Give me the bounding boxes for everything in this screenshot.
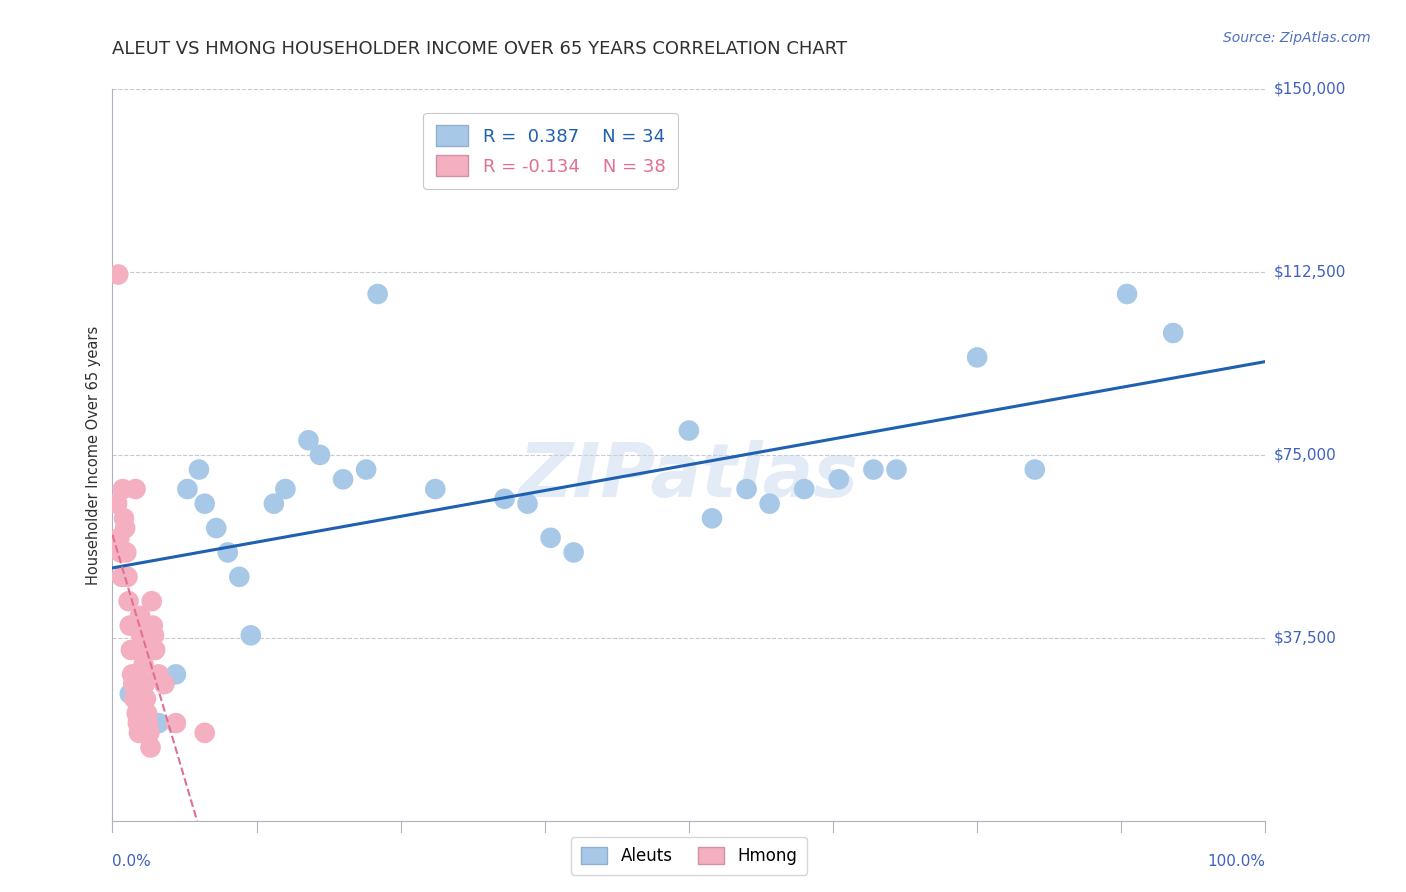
Point: [125, 706, 148, 721]
Point: [332, 472, 354, 486]
Point: [148, 716, 170, 731]
Point: [966, 351, 988, 365]
Point: [114, 521, 136, 535]
Point: [1024, 462, 1046, 476]
Point: [367, 287, 389, 301]
Point: [516, 497, 538, 511]
Point: [425, 482, 447, 496]
Point: [124, 691, 146, 706]
Point: [862, 462, 884, 476]
Point: [127, 716, 149, 731]
Point: [132, 657, 155, 672]
Point: [1161, 326, 1184, 340]
Point: [239, 628, 262, 642]
Point: [115, 545, 138, 559]
Text: $75,000: $75,000: [1274, 448, 1337, 462]
Point: [274, 482, 297, 496]
Point: [735, 482, 758, 496]
Point: [112, 511, 135, 525]
Text: $37,500: $37,500: [1274, 631, 1337, 645]
Point: [194, 497, 217, 511]
Point: [117, 594, 139, 608]
Text: $150,000: $150,000: [1274, 82, 1346, 96]
Point: [136, 716, 159, 731]
Point: [129, 628, 153, 642]
Point: [148, 667, 170, 681]
Point: [117, 570, 139, 584]
Point: [143, 643, 166, 657]
Point: [110, 545, 132, 559]
Point: [354, 462, 377, 476]
Legend: R =  0.387    N = 34, R = -0.134    N = 38: R = 0.387 N = 34, R = -0.134 N = 38: [423, 113, 678, 189]
Point: [758, 497, 780, 511]
Point: [194, 726, 217, 740]
Point: [165, 667, 187, 681]
Point: [135, 691, 157, 706]
Point: [494, 491, 516, 506]
Point: [540, 531, 562, 545]
Point: [297, 434, 319, 448]
Point: [129, 608, 152, 623]
Text: Source: ZipAtlas.com: Source: ZipAtlas.com: [1223, 31, 1371, 45]
Point: [678, 424, 700, 438]
Point: [188, 462, 211, 476]
Y-axis label: Householder Income Over 65 years: Householder Income Over 65 years: [86, 326, 101, 584]
Legend: Aleuts, Hmong: Aleuts, Hmong: [571, 837, 807, 875]
Text: 100.0%: 100.0%: [1208, 854, 1265, 869]
Point: [700, 511, 723, 525]
Point: [118, 687, 141, 701]
Point: [828, 472, 851, 486]
Point: [111, 482, 134, 496]
Point: [562, 545, 585, 559]
Text: ZIPatlas: ZIPatlas: [519, 441, 859, 514]
Point: [136, 706, 159, 721]
Point: [205, 521, 228, 535]
Point: [138, 726, 160, 740]
Point: [793, 482, 815, 496]
Point: [105, 497, 128, 511]
Point: [176, 482, 198, 496]
Point: [143, 628, 166, 642]
Point: [228, 570, 250, 584]
Point: [120, 643, 142, 657]
Point: [309, 448, 332, 462]
Point: [121, 667, 143, 681]
Point: [153, 677, 176, 691]
Text: 0.0%: 0.0%: [112, 854, 152, 869]
Point: [118, 618, 141, 632]
Point: [263, 497, 285, 511]
Point: [111, 570, 134, 584]
Point: [1116, 287, 1139, 301]
Point: [134, 677, 156, 691]
Point: [131, 643, 153, 657]
Point: [886, 462, 908, 476]
Text: $112,500: $112,500: [1274, 265, 1346, 279]
Point: [139, 740, 162, 755]
Point: [165, 716, 187, 731]
Point: [122, 677, 145, 691]
Point: [142, 618, 165, 632]
Point: [141, 594, 163, 608]
Point: [107, 268, 129, 282]
Text: ALEUT VS HMONG HOUSEHOLDER INCOME OVER 65 YEARS CORRELATION CHART: ALEUT VS HMONG HOUSEHOLDER INCOME OVER 6…: [112, 40, 848, 58]
Point: [128, 726, 150, 740]
Point: [124, 482, 146, 496]
Point: [108, 531, 131, 545]
Point: [217, 545, 239, 559]
